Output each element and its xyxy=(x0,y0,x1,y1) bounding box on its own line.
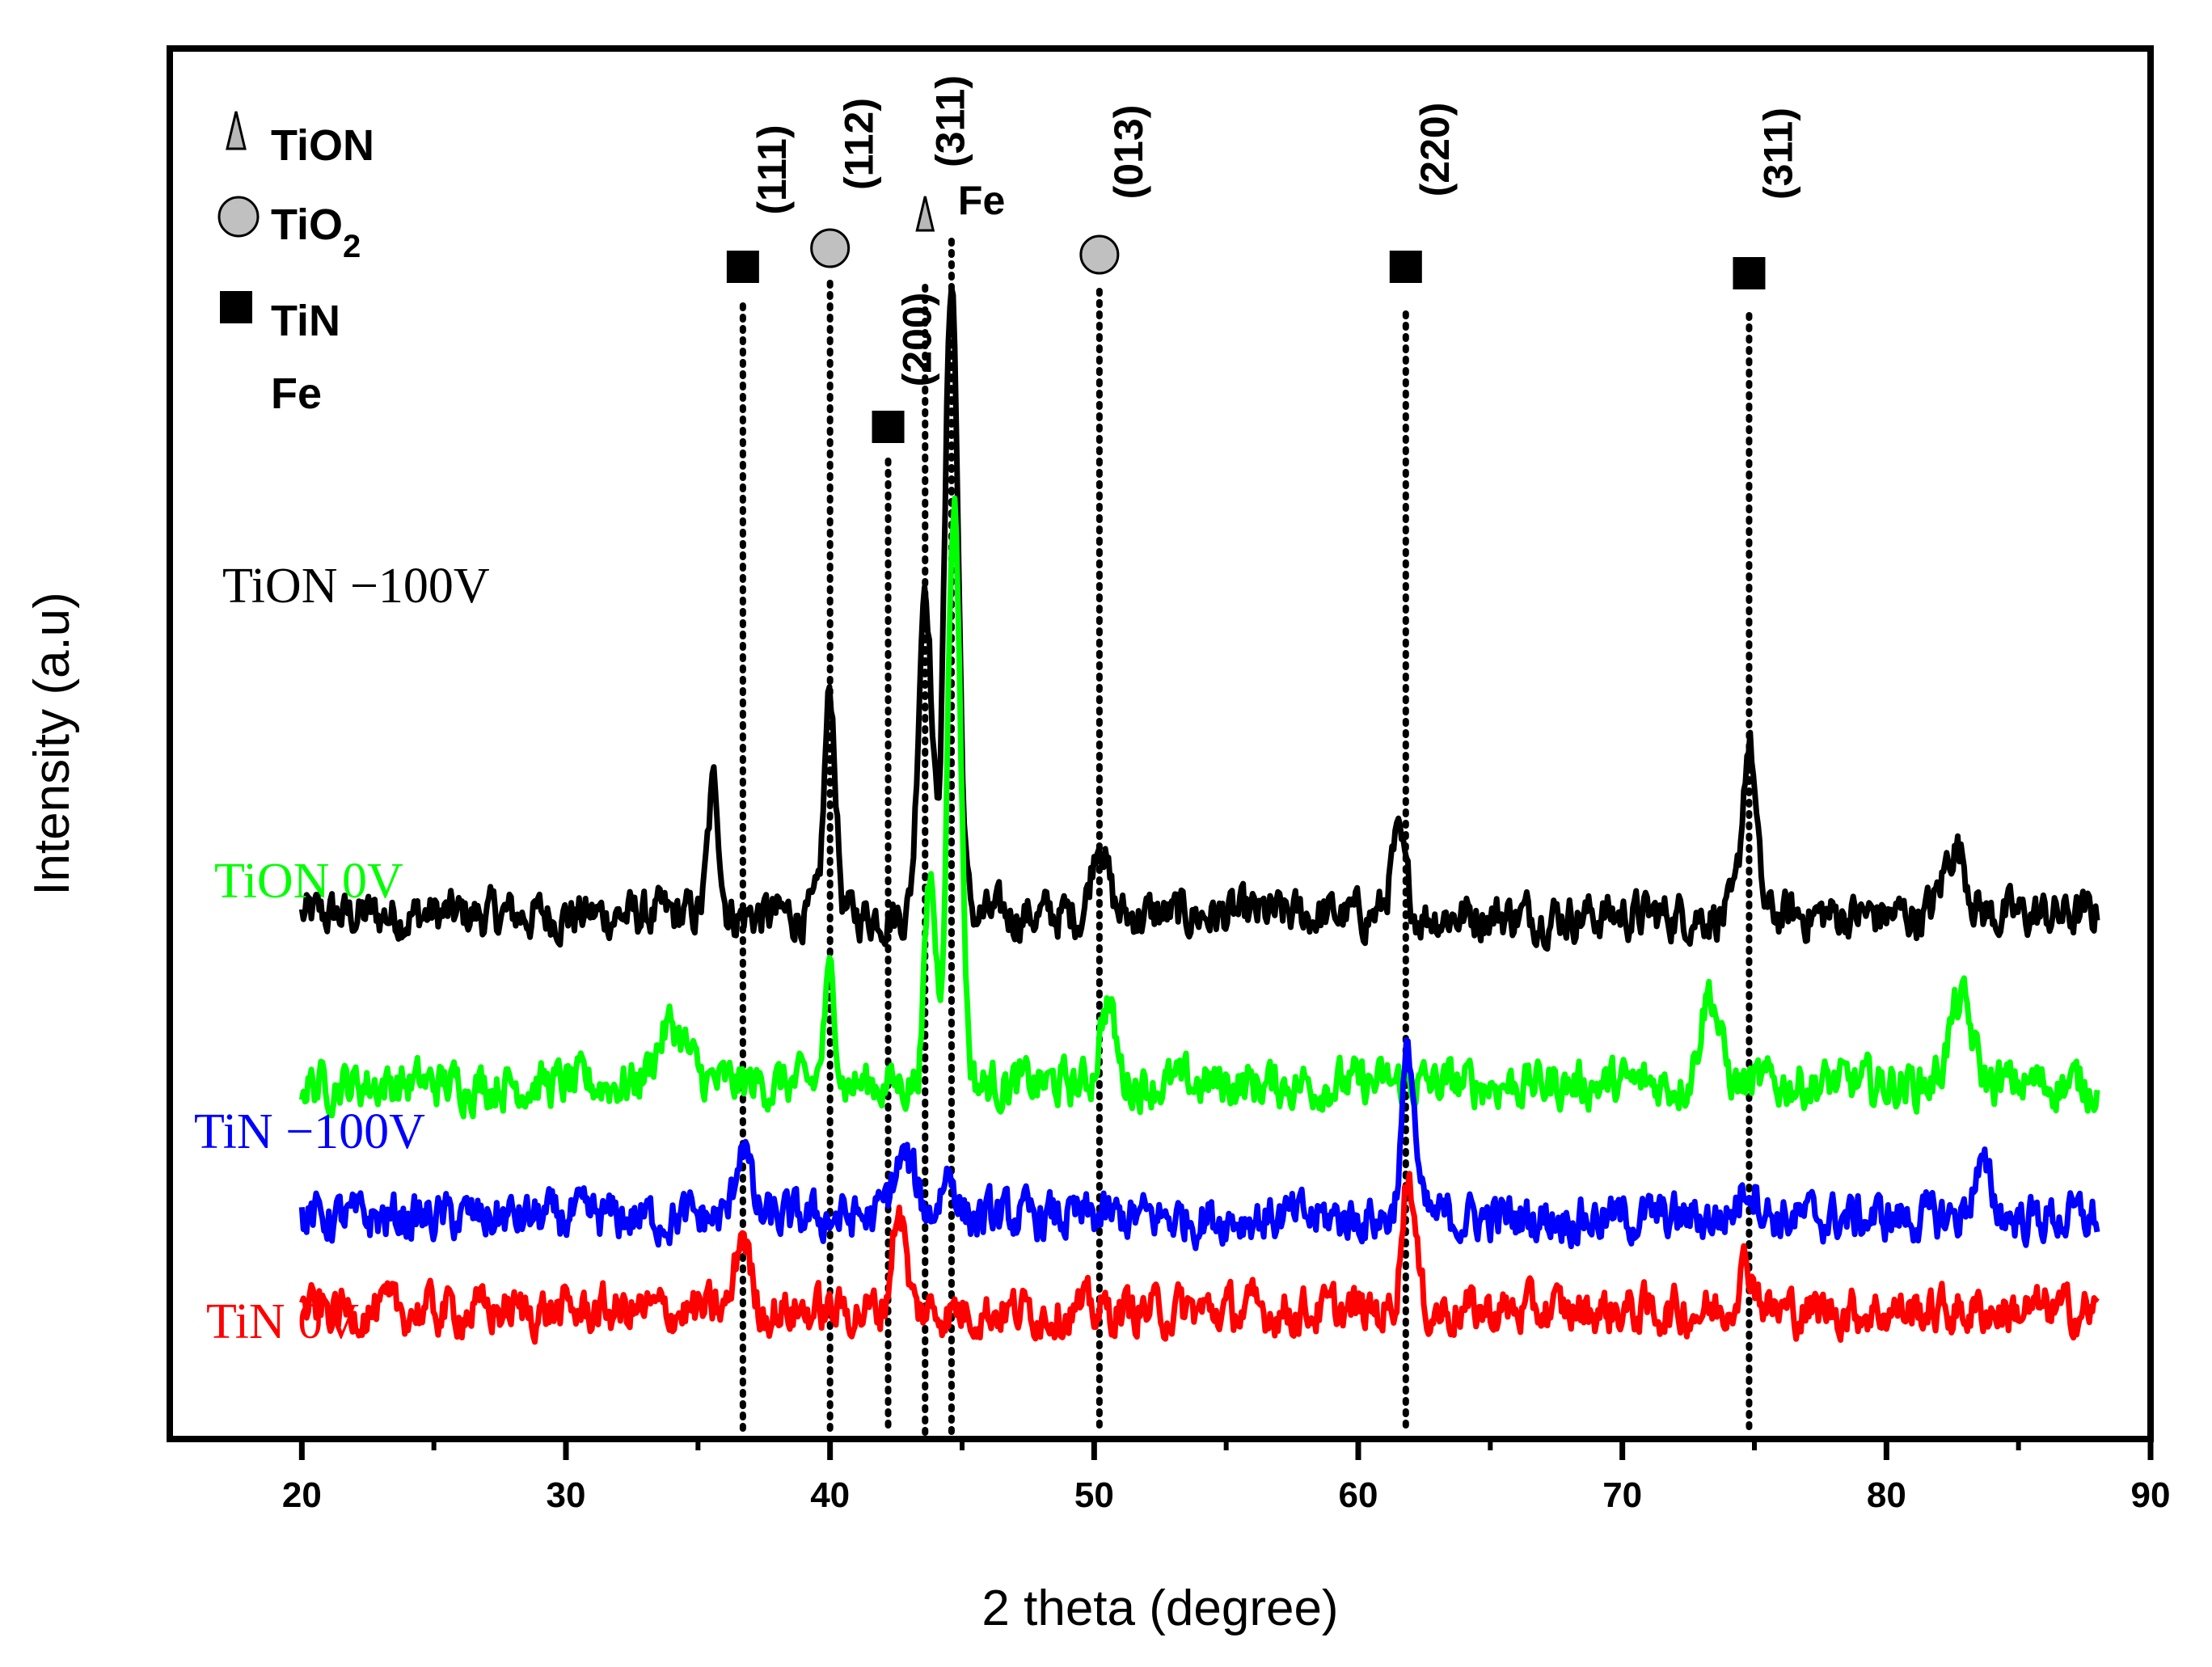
legend-label-3: Fe xyxy=(271,369,322,418)
peak-marker-7 xyxy=(1733,257,1766,289)
x-axis-ticks: 20 30 40 50 60 70 80 90 xyxy=(282,1439,2171,1515)
x-tick-label-70: 70 xyxy=(1602,1475,1642,1515)
x-tick-label-40: 40 xyxy=(810,1475,850,1515)
legend-symbol-2 xyxy=(220,291,252,323)
peak-label-2: (200) xyxy=(895,293,940,387)
peak-label-4: Fe xyxy=(958,178,1005,223)
y-axis-title: Intensity (a.u) xyxy=(24,592,80,896)
peak-marker-0 xyxy=(726,251,759,283)
series-line-2 xyxy=(298,1037,2100,1251)
series-labels: TiON −100V TiON 0V TiN −100V TiN 0V xyxy=(194,559,490,1349)
series-label-0: TiON −100V xyxy=(222,559,490,614)
legend-symbol-1 xyxy=(217,196,260,238)
legend-subscript-1: 2 xyxy=(343,229,361,264)
peak-markers: (111) (112) (200) (311) Fe (013) (220) (311) xyxy=(726,75,1800,443)
legend-label-0: TiON xyxy=(271,121,374,170)
x-tick-label-90: 90 xyxy=(2131,1475,2171,1515)
peak-label-7: (311) xyxy=(1755,108,1800,200)
legend: TiON TiO2 TiN Fe xyxy=(217,111,374,418)
peak-label-0: (111) xyxy=(749,124,795,214)
peak-marker-1 xyxy=(810,228,851,268)
peak-marker-2 xyxy=(872,411,905,443)
series-label-3: TiN 0V xyxy=(206,1294,359,1349)
x-tick-label-20: 20 xyxy=(282,1475,322,1515)
x-tick-label-60: 60 xyxy=(1339,1475,1378,1515)
legend-symbol-0 xyxy=(226,111,247,150)
x-tick-label-80: 80 xyxy=(1867,1475,1906,1515)
peak-marker-3 xyxy=(915,196,935,232)
peak-label-6: (220) xyxy=(1412,103,1458,197)
series-label-1: TiON 0V xyxy=(214,854,403,909)
series-line-1 xyxy=(298,495,2100,1120)
peak-marker-6 xyxy=(1389,251,1422,283)
series-label-2: TiN −100V xyxy=(194,1104,425,1159)
peak-marker-5 xyxy=(1079,234,1120,275)
series-line-0 xyxy=(298,285,2100,952)
legend-label-2: TiN xyxy=(271,297,340,345)
legend-label-1: TiO2 xyxy=(271,200,361,264)
peak-label-1: (112) xyxy=(837,98,882,190)
x-axis-title: 2 theta (degree) xyxy=(981,1580,1338,1636)
x-tick-label-50: 50 xyxy=(1074,1475,1114,1515)
plot-frame xyxy=(167,45,2154,1442)
peak-label-3: (311) xyxy=(927,75,973,167)
series-line-3 xyxy=(299,1171,2100,1345)
series-lines xyxy=(298,285,2100,1345)
peak-label-5: (013) xyxy=(1106,105,1151,200)
x-tick-label-30: 30 xyxy=(547,1475,586,1515)
